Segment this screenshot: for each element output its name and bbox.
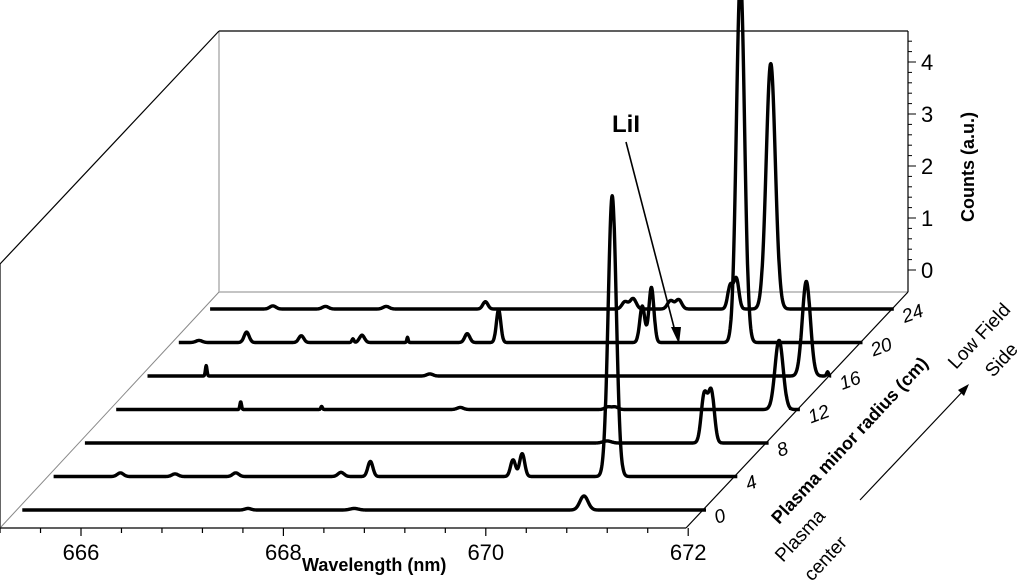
low-field-label-line2: Side <box>981 339 1022 381</box>
x-tick-label: 672 <box>670 540 707 565</box>
x-axis-title: Wavelength (nm) <box>302 555 446 575</box>
depth-tick-label: 0 <box>712 505 730 528</box>
lii-arrow-line <box>625 141 677 336</box>
x-tick-label: 666 <box>63 540 100 565</box>
chart-frame <box>0 30 909 529</box>
spectrum-trace-r4 <box>52 194 739 479</box>
z-axis-title: Counts (a.u.) <box>958 112 978 222</box>
direction-arrowhead-icon <box>958 384 969 396</box>
direction-arrow-line <box>859 389 965 501</box>
depth-tick-label: 4 <box>743 472 760 495</box>
spectrum-trace-r12 <box>114 338 802 412</box>
x-tick-label: 668 <box>265 540 302 565</box>
spectrum-trace-r8 <box>83 386 770 445</box>
depth-tick-label: 24 <box>898 301 926 328</box>
z-tick-label: 1 <box>921 206 933 231</box>
z-tick-label: 0 <box>921 258 933 283</box>
depth-tick-label: 16 <box>837 368 864 395</box>
spectrum-trace-r24 <box>208 61 896 311</box>
spectrum-trace-r16 <box>146 279 833 378</box>
lii-annotation: LiI <box>612 111 640 138</box>
lii-arrowhead-icon <box>671 327 681 344</box>
spectrum-trace-r0 <box>21 494 708 512</box>
spectra-traces <box>21 0 896 512</box>
z-tick-label: 3 <box>921 102 933 127</box>
z-tick-label: 2 <box>921 154 933 179</box>
depth-tick-label: 12 <box>805 401 832 428</box>
spectrum-trace-r20 <box>177 0 864 345</box>
depth-tick-label: 8 <box>774 438 792 461</box>
z-tick-label: 4 <box>921 50 933 75</box>
x-tick-label: 670 <box>467 540 504 565</box>
left-wall-top-edge <box>0 30 220 265</box>
depth-tick-label: 20 <box>867 334 895 361</box>
left-floor-edge <box>0 291 220 529</box>
